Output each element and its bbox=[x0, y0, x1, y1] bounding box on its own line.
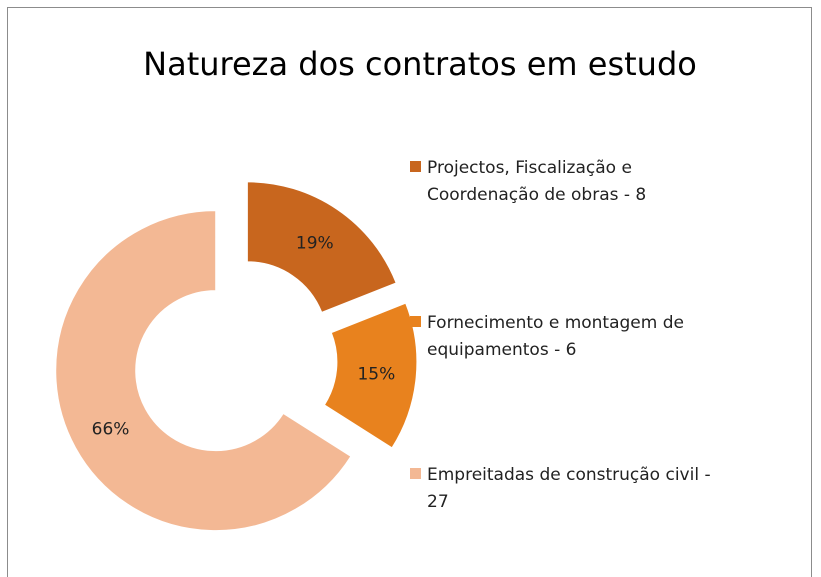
legend-label: Fornecimento e montagem de equipamentos … bbox=[427, 313, 684, 360]
chart-title: Natureza dos contratos em estudo bbox=[143, 45, 697, 83]
legend-item: Empreitadas de construção civil - 27 bbox=[410, 462, 780, 516]
data-label: 19% bbox=[296, 234, 334, 254]
legend-swatch bbox=[410, 161, 421, 172]
legend-item: Projectos, Fiscalização e Coordenação de… bbox=[410, 155, 780, 209]
legend-swatch bbox=[410, 468, 421, 479]
data-label: 15% bbox=[357, 364, 395, 384]
data-label: 66% bbox=[92, 419, 130, 439]
legend-label: Empreitadas de construção civil - 27 bbox=[427, 465, 711, 512]
legend-label: Projectos, Fiscalização e Coordenação de… bbox=[427, 158, 647, 205]
legend-item: Fornecimento e montagem de equipamentos … bbox=[410, 310, 780, 364]
chart-frame bbox=[7, 7, 812, 577]
doughnut-slice bbox=[55, 210, 352, 532]
legend-swatch bbox=[410, 316, 421, 327]
doughnut-slice bbox=[246, 181, 397, 314]
doughnut-slice bbox=[323, 302, 418, 449]
